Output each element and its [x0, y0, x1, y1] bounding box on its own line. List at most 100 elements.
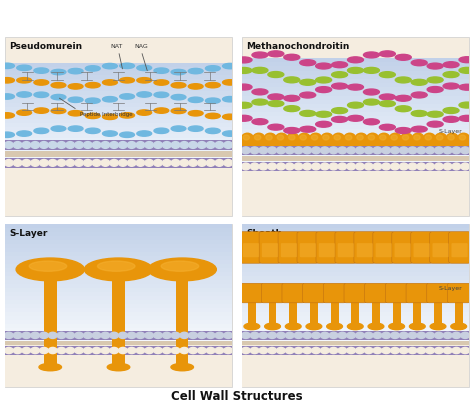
Bar: [5, 87, 232, 91]
Ellipse shape: [284, 77, 300, 83]
Ellipse shape: [236, 115, 252, 121]
Circle shape: [22, 348, 31, 354]
Ellipse shape: [411, 126, 427, 132]
Text: Peptide Interbridge: Peptide Interbridge: [80, 112, 132, 117]
Ellipse shape: [395, 77, 411, 83]
Bar: [5, 276, 232, 280]
FancyBboxPatch shape: [282, 283, 304, 303]
Ellipse shape: [34, 92, 49, 97]
Ellipse shape: [85, 113, 100, 118]
Ellipse shape: [332, 116, 347, 123]
Text: S-Layer: S-Layer: [438, 129, 463, 134]
Ellipse shape: [332, 83, 347, 89]
Ellipse shape: [154, 68, 169, 73]
Circle shape: [101, 348, 109, 354]
Ellipse shape: [17, 110, 32, 115]
Circle shape: [75, 142, 83, 149]
Ellipse shape: [223, 114, 237, 120]
FancyBboxPatch shape: [411, 232, 432, 263]
Ellipse shape: [39, 363, 62, 371]
Bar: [242, 228, 469, 232]
Bar: [5, 158, 232, 162]
Circle shape: [338, 163, 346, 170]
Circle shape: [373, 348, 382, 354]
Circle shape: [408, 348, 417, 354]
Ellipse shape: [424, 133, 435, 143]
Ellipse shape: [356, 133, 367, 143]
Ellipse shape: [300, 92, 316, 98]
Ellipse shape: [443, 62, 459, 68]
Bar: [5, 244, 232, 248]
Ellipse shape: [102, 80, 118, 85]
Ellipse shape: [316, 63, 332, 69]
Circle shape: [443, 147, 452, 154]
Ellipse shape: [368, 323, 384, 330]
Circle shape: [408, 163, 417, 170]
Ellipse shape: [242, 133, 253, 143]
Circle shape: [356, 332, 364, 339]
Circle shape: [189, 332, 197, 339]
FancyBboxPatch shape: [241, 283, 263, 303]
Bar: [242, 316, 469, 320]
Bar: [5, 83, 232, 87]
Circle shape: [215, 332, 224, 339]
Bar: [5, 336, 232, 340]
Ellipse shape: [459, 135, 465, 140]
Ellipse shape: [252, 52, 268, 58]
Bar: [5, 158, 232, 168]
Circle shape: [215, 142, 224, 149]
Circle shape: [83, 160, 92, 166]
Ellipse shape: [332, 62, 347, 68]
Bar: [242, 87, 469, 91]
Ellipse shape: [395, 127, 411, 133]
Circle shape: [110, 332, 118, 339]
Ellipse shape: [389, 323, 404, 330]
Bar: [242, 158, 469, 162]
Bar: [242, 340, 469, 344]
Ellipse shape: [380, 135, 386, 140]
Circle shape: [259, 348, 268, 354]
Circle shape: [382, 147, 391, 154]
Bar: [5, 126, 232, 131]
Ellipse shape: [395, 55, 411, 60]
FancyBboxPatch shape: [335, 232, 356, 263]
Circle shape: [224, 142, 232, 149]
Circle shape: [163, 142, 171, 149]
FancyBboxPatch shape: [303, 283, 325, 303]
Ellipse shape: [17, 92, 32, 97]
Circle shape: [92, 332, 101, 339]
Bar: [5, 292, 232, 296]
Circle shape: [189, 160, 197, 166]
Ellipse shape: [300, 60, 316, 66]
Ellipse shape: [347, 84, 364, 90]
Ellipse shape: [435, 133, 447, 143]
Bar: [5, 223, 232, 228]
Circle shape: [320, 348, 329, 354]
Ellipse shape: [85, 128, 100, 133]
Circle shape: [57, 348, 66, 354]
Circle shape: [22, 332, 31, 339]
Bar: [5, 140, 232, 150]
Bar: [242, 272, 469, 276]
Ellipse shape: [34, 128, 49, 133]
Circle shape: [426, 332, 434, 339]
Circle shape: [452, 147, 461, 154]
Ellipse shape: [277, 135, 283, 140]
Ellipse shape: [102, 96, 118, 102]
Ellipse shape: [268, 94, 284, 100]
Bar: [242, 162, 469, 171]
Ellipse shape: [268, 51, 284, 57]
Circle shape: [57, 142, 66, 149]
Circle shape: [417, 332, 426, 339]
Circle shape: [101, 332, 109, 339]
Circle shape: [365, 348, 373, 354]
Circle shape: [145, 160, 154, 166]
FancyBboxPatch shape: [112, 276, 125, 370]
Circle shape: [198, 160, 206, 166]
Circle shape: [417, 163, 426, 170]
Ellipse shape: [223, 63, 237, 69]
Bar: [242, 324, 469, 328]
Circle shape: [224, 332, 232, 339]
FancyBboxPatch shape: [240, 232, 262, 263]
FancyBboxPatch shape: [385, 283, 408, 303]
